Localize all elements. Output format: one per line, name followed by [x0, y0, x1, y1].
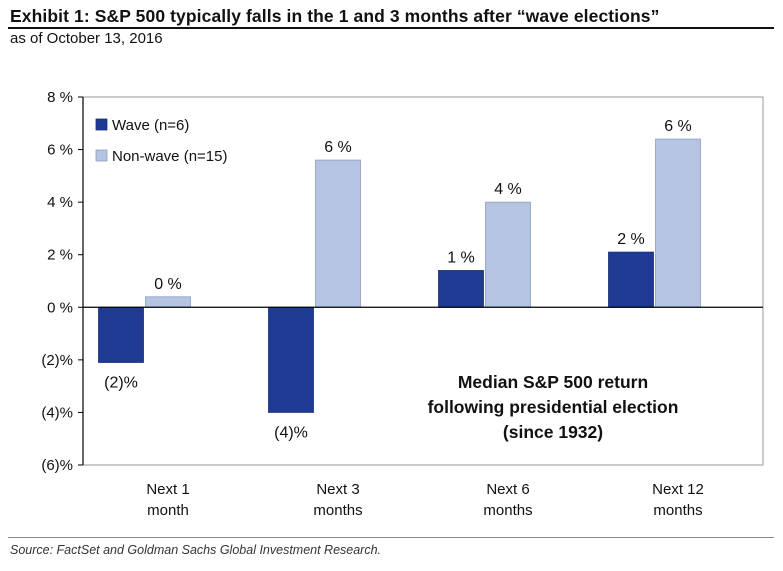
source-divider [8, 537, 774, 538]
x-category-label: Next 3 [316, 481, 359, 498]
y-tick-label: 0 % [47, 299, 73, 316]
data-label: 0 % [154, 276, 182, 293]
y-tick-label: 8 % [47, 89, 73, 106]
y-tick-label: (2)% [41, 352, 73, 369]
x-category-label: months [313, 502, 362, 519]
bar-non-wave [145, 296, 191, 308]
x-category-label: month [147, 502, 189, 519]
data-label: 6 % [664, 118, 692, 135]
legend-label: Non-wave (n=15) [112, 148, 227, 165]
x-category-label: months [653, 502, 702, 519]
bar-wave [438, 270, 484, 308]
legend-label: Wave (n=6) [112, 117, 189, 134]
x-category-label: Next 1 [146, 481, 189, 498]
chart-subtitle: as of October 13, 2016 [10, 30, 163, 47]
legend-swatch-wave [95, 118, 108, 131]
y-tick-label: 4 % [47, 194, 73, 211]
x-category-label: months [483, 502, 532, 519]
chart-annotation: (since 1932) [503, 422, 603, 442]
data-label: 1 % [447, 249, 475, 266]
data-label: 2 % [617, 231, 645, 248]
x-category-label: Next 6 [486, 481, 529, 498]
bar-wave [98, 306, 144, 363]
bar-wave [608, 251, 654, 308]
data-label: 4 % [494, 181, 522, 198]
title-divider [8, 27, 774, 29]
y-tick-label: (6)% [41, 457, 73, 474]
data-label: 6 % [324, 139, 352, 156]
bar-non-wave [315, 159, 361, 308]
chart-title: Exhibit 1: S&P 500 typically falls in th… [10, 6, 660, 26]
chart-annotation: Median S&P 500 return [458, 372, 648, 392]
data-label: (2)% [104, 374, 138, 391]
bar-non-wave [485, 201, 531, 308]
data-label: (4)% [274, 424, 308, 441]
y-tick-label: 2 % [47, 247, 73, 264]
bar-non-wave [655, 138, 701, 308]
chart-annotation: following presidential election [428, 397, 679, 417]
x-category-label: Next 12 [652, 481, 704, 498]
bar-wave [268, 306, 314, 413]
source-note: Source: FactSet and Goldman Sachs Global… [10, 543, 382, 557]
y-tick-label: (4)% [41, 404, 73, 421]
legend-swatch-non-wave [95, 149, 108, 162]
y-tick-label: 6 % [47, 142, 73, 159]
